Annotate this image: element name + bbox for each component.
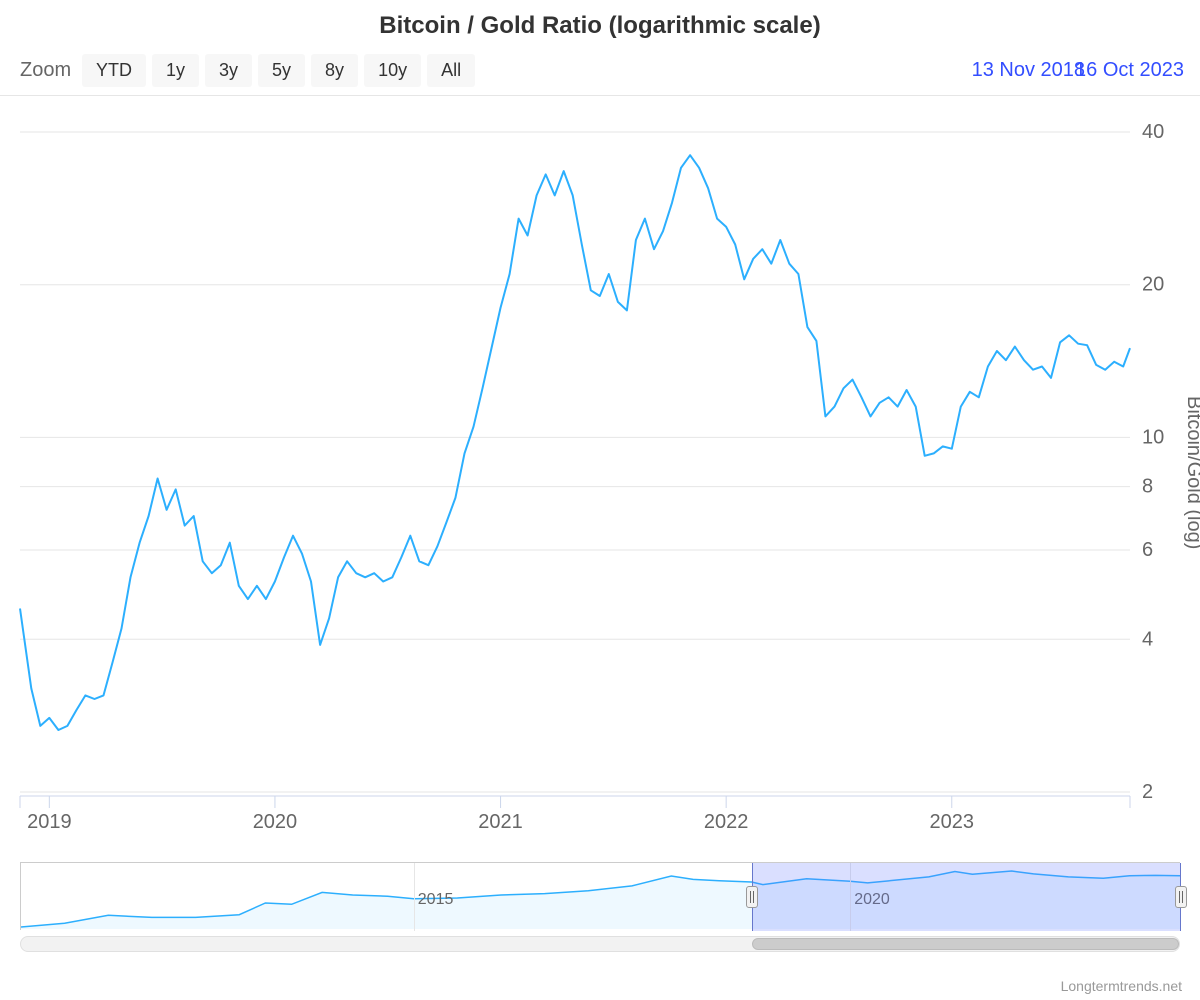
zoom-3y-button[interactable]: 3y — [205, 54, 252, 87]
navigator[interactable]: 2015 2020 — [20, 862, 1180, 930]
zoom-5y-button[interactable]: 5y — [258, 54, 305, 87]
series-line — [20, 155, 1130, 730]
x-tick-label: 2022 — [704, 811, 749, 833]
y-tick-label: 20 — [1142, 274, 1164, 296]
zoom-8y-button[interactable]: 8y — [311, 54, 358, 87]
y-tick-label: 4 — [1142, 628, 1153, 650]
y-tick-label: 6 — [1142, 539, 1153, 561]
range-end-label[interactable]: 16 Oct 2023 — [1075, 59, 1184, 82]
y-tick-label: 8 — [1142, 476, 1153, 498]
chart-credit: Longtermtrends.net — [1061, 978, 1182, 994]
zoom-ytd-button[interactable]: YTD — [82, 54, 146, 87]
zoom-all-button[interactable]: All — [427, 54, 475, 87]
x-tick-label: 2020 — [253, 811, 298, 833]
y-tick-label: 2 — [1142, 781, 1153, 803]
x-tick-label: 2023 — [930, 811, 975, 833]
navigator-scrollbar[interactable] — [20, 936, 1180, 952]
range-start-label[interactable]: 13 Nov 2018 — [972, 59, 1085, 82]
x-tick-label: 2019 — [27, 811, 72, 833]
scrollbar-thumb[interactable] — [752, 938, 1179, 950]
zoom-1y-button[interactable]: 1y — [152, 54, 199, 87]
navigator-selection[interactable] — [752, 863, 1181, 931]
range-selector[interactable]: 13 Nov 2018 16 Oct 2023 — [972, 59, 1184, 82]
zoom-10y-button[interactable]: 10y — [364, 54, 421, 87]
y-tick-label: 40 — [1142, 121, 1164, 143]
y-tick-label: 10 — [1142, 426, 1164, 448]
main-chart[interactable]: 246810204020192020202120222023 Bitcoin/G… — [0, 96, 1200, 856]
navigator-handle-left[interactable] — [746, 886, 758, 908]
zoom-label: Zoom — [20, 59, 72, 82]
chart-toolbar: Zoom YTD 1y 3y 5y 8y 10y All 13 Nov 2018… — [0, 52, 1200, 96]
chart-title: Bitcoin / Gold Ratio (logarithmic scale) — [0, 0, 1200, 52]
x-tick-label: 2021 — [478, 811, 523, 833]
navigator-handle-right[interactable] — [1175, 886, 1187, 908]
